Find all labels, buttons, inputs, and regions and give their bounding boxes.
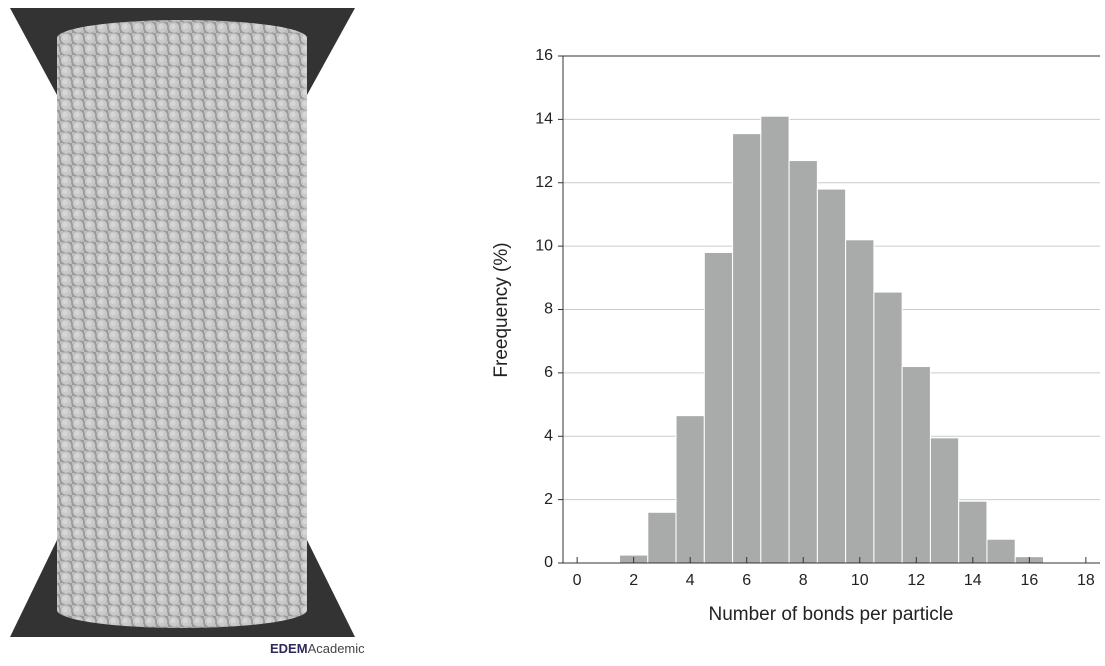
logo-brand: EDEM bbox=[270, 641, 308, 656]
particle-image: EDEMAcademic bbox=[10, 8, 365, 656]
page: EDEMAcademic Number of bonds per particl… bbox=[0, 0, 1105, 661]
logo: EDEMAcademic bbox=[270, 641, 365, 656]
bar bbox=[846, 240, 874, 563]
particle-cylinder bbox=[57, 20, 307, 628]
x-tick-label: 16 bbox=[1020, 572, 1038, 589]
bar bbox=[874, 292, 902, 563]
x-tick-label: 2 bbox=[629, 572, 638, 589]
x-tick-label: 0 bbox=[573, 572, 582, 589]
x-axis-label: Number of bonds per particle bbox=[708, 604, 953, 625]
x-tick-label: 8 bbox=[799, 572, 808, 589]
y-tick-label: 6 bbox=[544, 364, 553, 381]
bar bbox=[704, 252, 732, 563]
bar bbox=[733, 134, 761, 563]
x-tick-label: 10 bbox=[851, 572, 869, 589]
bar bbox=[789, 161, 817, 563]
x-tick-label: 18 bbox=[1077, 572, 1095, 589]
y-tick-label: 10 bbox=[535, 237, 553, 254]
y-tick-label: 16 bbox=[535, 47, 553, 64]
bar bbox=[902, 367, 930, 563]
y-tick-label: 4 bbox=[544, 427, 553, 444]
bar bbox=[648, 512, 676, 563]
logo-suffix: Academic bbox=[308, 641, 366, 656]
y-tick-label: 12 bbox=[535, 174, 553, 191]
y-axis-label: Freequency (%) bbox=[491, 242, 512, 377]
bar bbox=[817, 189, 845, 563]
x-tick-label: 4 bbox=[686, 572, 695, 589]
bar bbox=[676, 416, 704, 563]
y-tick-label: 2 bbox=[544, 491, 553, 508]
x-tick-label: 12 bbox=[907, 572, 925, 589]
x-tick-label: 6 bbox=[742, 572, 751, 589]
y-tick-label: 14 bbox=[535, 111, 553, 128]
x-tick-label: 14 bbox=[964, 572, 982, 589]
y-tick-label: 0 bbox=[544, 554, 553, 571]
bar bbox=[761, 116, 789, 563]
y-tick-label: 8 bbox=[544, 301, 553, 318]
bar bbox=[930, 438, 958, 563]
bar bbox=[987, 539, 1015, 563]
bar bbox=[959, 501, 987, 563]
